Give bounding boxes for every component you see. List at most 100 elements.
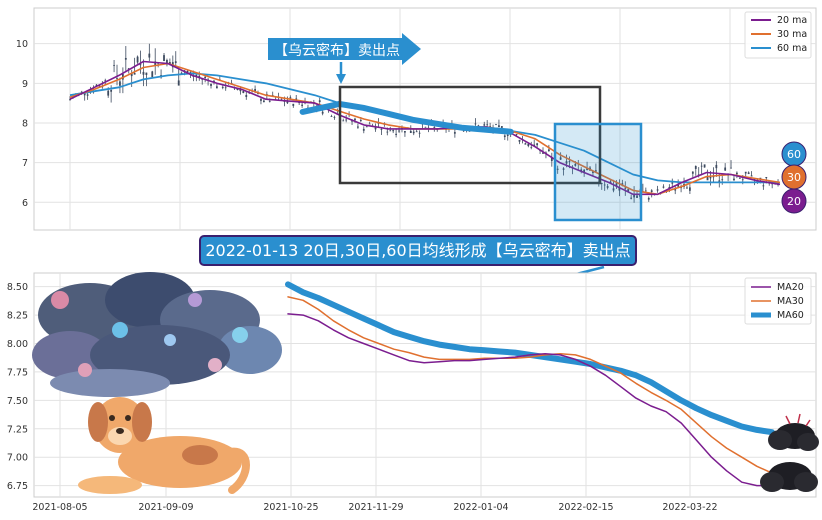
signal-banner: 2022-01-13 20日,30日,60日均线形成【乌云密布】卖出点 bbox=[199, 235, 637, 286]
candle-body bbox=[503, 135, 506, 138]
candle-body bbox=[542, 152, 544, 154]
candle-body bbox=[145, 72, 148, 75]
bottom-line-ma20 bbox=[287, 313, 773, 487]
dog-nose bbox=[116, 428, 124, 434]
candle-body bbox=[395, 133, 398, 135]
candle-body bbox=[345, 119, 348, 121]
candle-body bbox=[650, 190, 653, 192]
dog-eye-right bbox=[125, 415, 131, 421]
candle-body bbox=[257, 92, 259, 95]
candle-body bbox=[656, 189, 659, 191]
dark-cloud-puff bbox=[768, 430, 792, 450]
badge-20-text: 20 bbox=[787, 195, 801, 208]
candle-body bbox=[483, 124, 486, 126]
candle-body bbox=[163, 55, 165, 62]
candle-body bbox=[380, 128, 383, 130]
storm-cloud-illustration bbox=[32, 272, 282, 397]
small-dark-cloud-top bbox=[768, 413, 819, 451]
ma-badges: 60 30 20 bbox=[781, 141, 807, 214]
top-y-tick-label: 8 bbox=[22, 118, 28, 129]
candle-body bbox=[594, 170, 597, 172]
candle-body bbox=[759, 177, 762, 179]
candle-body bbox=[524, 143, 527, 145]
candle-body bbox=[568, 161, 571, 162]
top-moving-averages bbox=[69, 60, 781, 196]
candle-body bbox=[486, 124, 489, 126]
candle-body bbox=[177, 80, 180, 86]
candle-body bbox=[386, 131, 389, 133]
candle-body bbox=[301, 104, 303, 106]
candle-body bbox=[412, 131, 415, 134]
candle-body bbox=[69, 99, 71, 101]
candle-body bbox=[260, 98, 262, 101]
candle-body bbox=[674, 188, 677, 191]
candle-body bbox=[515, 134, 518, 135]
candle-body bbox=[136, 56, 139, 63]
top-legend-box bbox=[744, 11, 812, 59]
candle-body bbox=[686, 187, 688, 189]
candle-body bbox=[500, 126, 503, 128]
candle-body bbox=[362, 128, 365, 131]
candle-body bbox=[738, 177, 741, 179]
top-y-tick-label: 7 bbox=[22, 158, 28, 169]
candle-body bbox=[351, 120, 353, 122]
candle-body bbox=[342, 120, 345, 122]
bottom-y-axis: 6.75 7.00 7.25 7.50 7.75 8.00 8.25 8.50 bbox=[7, 282, 28, 492]
candle-body bbox=[703, 164, 706, 168]
banner-text: 2022-01-13 20日,30日,60日均线形成【乌云密布】卖出点 bbox=[205, 241, 630, 260]
candle-body bbox=[354, 118, 356, 121]
cloud-spot bbox=[208, 358, 222, 372]
bottom-y-tick-label: 8.00 bbox=[7, 339, 28, 350]
dog-ear-right bbox=[132, 402, 152, 442]
candle-body bbox=[744, 171, 747, 174]
candle-body bbox=[151, 71, 154, 78]
top-y-tick-label: 10 bbox=[16, 39, 28, 50]
candle-body bbox=[741, 179, 744, 181]
bottom-x-tick-label: 2021-09-09 bbox=[138, 502, 193, 513]
candle-body bbox=[107, 90, 110, 96]
dog-ear-left bbox=[88, 402, 108, 442]
candle-body bbox=[559, 157, 562, 160]
top-line-ma20 bbox=[69, 60, 781, 196]
candle-body bbox=[330, 116, 333, 117]
bottom-y-tick-label: 6.75 bbox=[7, 481, 28, 492]
candle-body bbox=[615, 183, 618, 187]
candle-body bbox=[647, 197, 650, 200]
candle-body bbox=[239, 89, 242, 92]
candle-body bbox=[365, 126, 368, 128]
candle-body bbox=[550, 157, 553, 162]
candle-body bbox=[80, 91, 83, 93]
bottom-y-tick-label: 7.50 bbox=[7, 396, 28, 407]
candle-body bbox=[198, 75, 201, 78]
candle-body bbox=[415, 131, 418, 133]
candle-body bbox=[718, 180, 721, 183]
banner-box bbox=[199, 235, 637, 266]
candle-body bbox=[762, 185, 765, 187]
candle-body bbox=[586, 167, 588, 171]
candle-body bbox=[104, 80, 107, 82]
candle-body bbox=[289, 97, 292, 99]
candle-body bbox=[498, 125, 500, 128]
dog-muzzle bbox=[108, 427, 132, 445]
candle-body bbox=[404, 130, 406, 133]
candle-body bbox=[124, 57, 127, 60]
candle-body bbox=[736, 172, 738, 175]
candle-body bbox=[130, 73, 133, 77]
candle-body bbox=[730, 167, 732, 169]
candle-body bbox=[562, 168, 565, 170]
candle-body bbox=[213, 80, 215, 83]
bottom-x-tick-label: 2022-02-15 bbox=[558, 502, 613, 513]
arrow-label-text: 【乌云密布】卖出点 bbox=[274, 42, 400, 59]
bottom-y-tick-label: 7.75 bbox=[7, 367, 28, 378]
candle-body bbox=[694, 165, 697, 169]
candle-body bbox=[133, 72, 136, 75]
cloud-spot bbox=[164, 334, 176, 346]
bottom-y-tick-label: 7.00 bbox=[7, 453, 28, 464]
candle-body bbox=[142, 71, 145, 75]
candle-body bbox=[116, 78, 118, 79]
candle-body bbox=[268, 100, 271, 102]
cloud-spot bbox=[112, 322, 128, 338]
candle-body bbox=[418, 132, 421, 134]
top-price-panel: 6 7 8 9 10 20 ma 30 ma 60 ma 【乌云密布】卖出点 60 30… bbox=[16, 7, 817, 231]
